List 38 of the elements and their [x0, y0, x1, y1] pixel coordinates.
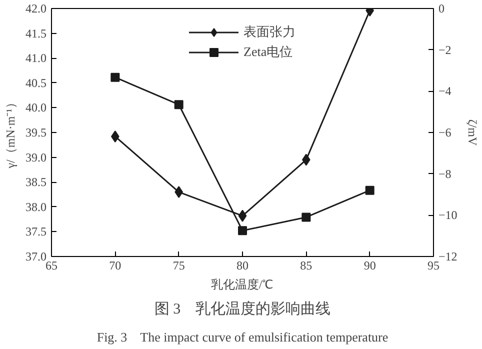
y-tick-label: 38.5: [26, 175, 46, 190]
point: [238, 210, 247, 222]
x-tick-label: 65: [46, 258, 58, 272]
y2-tick-label: −8: [438, 166, 452, 181]
y-tick-label: 39.0: [26, 150, 46, 164]
x-tick-label: 80: [236, 258, 248, 272]
point: [365, 186, 374, 195]
point: [174, 100, 184, 110]
y2-tick-label: −2: [438, 42, 452, 57]
y-tick-label: 39.5: [26, 126, 46, 140]
y-tick-label: 41.0: [26, 51, 46, 66]
x-tick-label: 70: [109, 258, 122, 272]
x-tick-label: 75: [172, 258, 185, 272]
y-tick-label: 40.0: [26, 100, 46, 115]
y-tick-label: 42.0: [26, 2, 46, 16]
y2-axis-title: ζ/mV: [465, 119, 480, 146]
y-tick-label: 37.5: [26, 224, 46, 239]
legend-label: 表面张力: [244, 23, 296, 41]
x-axis-title: 乳化温度/℃: [210, 278, 274, 292]
y-tick-label: 40.5: [26, 76, 46, 90]
y2-tick-label: −6: [438, 126, 452, 140]
legend-label: Zeta电位: [244, 43, 293, 61]
x-tick-label: 85: [300, 258, 312, 272]
y-tick-label: 37.0: [26, 250, 46, 264]
y2-tick-label: −4: [438, 84, 452, 98]
text: 图 3 乳化温度的影响曲线: [154, 300, 331, 318]
y2-tick-label: −10: [438, 208, 458, 222]
y-axis-title: γ/（mN·m⁻¹）: [4, 96, 18, 170]
x-tick-label: 90: [364, 258, 376, 272]
point: [238, 226, 247, 236]
y2-tick-label: −12: [438, 250, 458, 264]
y-tick-label: 41.5: [26, 26, 46, 40]
y-tick-label: 38.0: [26, 200, 46, 214]
caption: Fig. 3 The impact curve of emulsification temperature: [96, 330, 388, 344]
y2-tick-label: 0: [438, 2, 444, 16]
x-tick-label: 95: [428, 258, 440, 272]
point: [110, 72, 120, 82]
point: [302, 212, 311, 222]
